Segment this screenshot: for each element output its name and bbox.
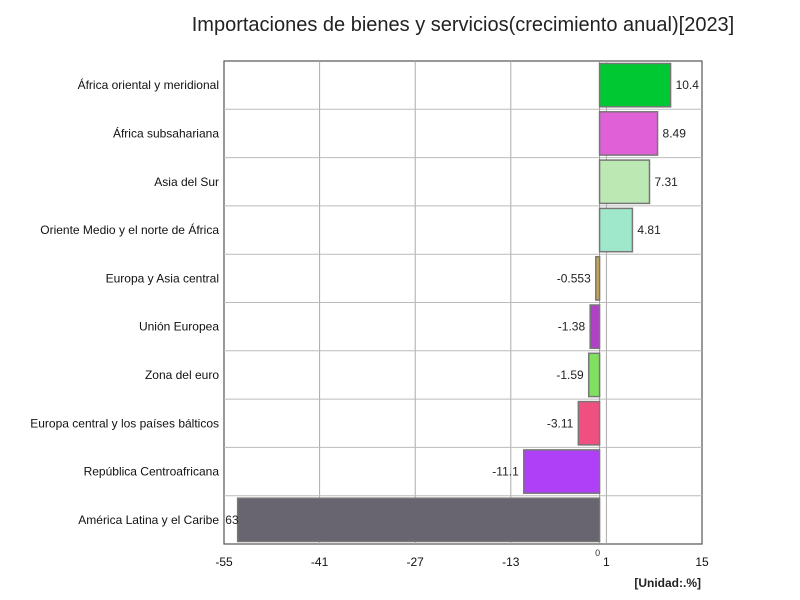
- bar-3: [598, 159, 651, 205]
- chart-title: Importaciones de bienes y servicios(crec…: [191, 14, 735, 36]
- x-tick-label: -13: [502, 555, 520, 569]
- bar-9: [523, 449, 601, 494]
- category-label: Zona del euro: [145, 368, 219, 382]
- value-label: -0.553: [557, 271, 591, 285]
- value-label: 63: [225, 513, 239, 527]
- category-label: Europa central y los países bálticos: [30, 416, 219, 430]
- bar-2: [598, 111, 659, 156]
- bar-7: [587, 352, 601, 398]
- category-label: República Centroafricana: [84, 465, 220, 479]
- bar-8: [577, 400, 601, 446]
- category-label: Asia del Sur: [154, 175, 219, 189]
- category-label: Unión Europea: [139, 320, 219, 334]
- category-label: Europa y Asia central: [106, 271, 219, 285]
- value-label: -1.59: [556, 368, 584, 382]
- unit-label: [Unidad:.%]: [634, 576, 701, 590]
- x-tick-label: -55: [215, 555, 233, 569]
- x-tick-label: -27: [407, 555, 425, 569]
- x-tick-label: -41: [311, 555, 329, 569]
- category-label: África oriental y meridional: [78, 77, 219, 92]
- bar-6: [589, 304, 601, 350]
- x-tick-label: 1: [603, 555, 610, 569]
- x-tick-label: 15: [695, 555, 709, 569]
- bar-10: [236, 497, 601, 543]
- value-label: -1.38: [558, 320, 586, 334]
- value-label: 8.49: [663, 126, 687, 140]
- value-label: 10.4: [676, 78, 700, 92]
- value-label: 7.31: [654, 175, 678, 189]
- category-label: África subsahariana: [113, 125, 219, 140]
- bar-5: [595, 255, 601, 301]
- zero-tick-label: 0: [595, 548, 600, 558]
- value-label: -3.11: [547, 416, 574, 430]
- category-label: Oriente Medio y el norte de África: [40, 222, 219, 237]
- bar-4: [598, 207, 634, 253]
- category-label: América Latina y el Caribe: [78, 513, 219, 527]
- value-label: -11.1: [492, 465, 519, 479]
- bar-1: [598, 62, 672, 108]
- value-label: 4.81: [637, 223, 661, 237]
